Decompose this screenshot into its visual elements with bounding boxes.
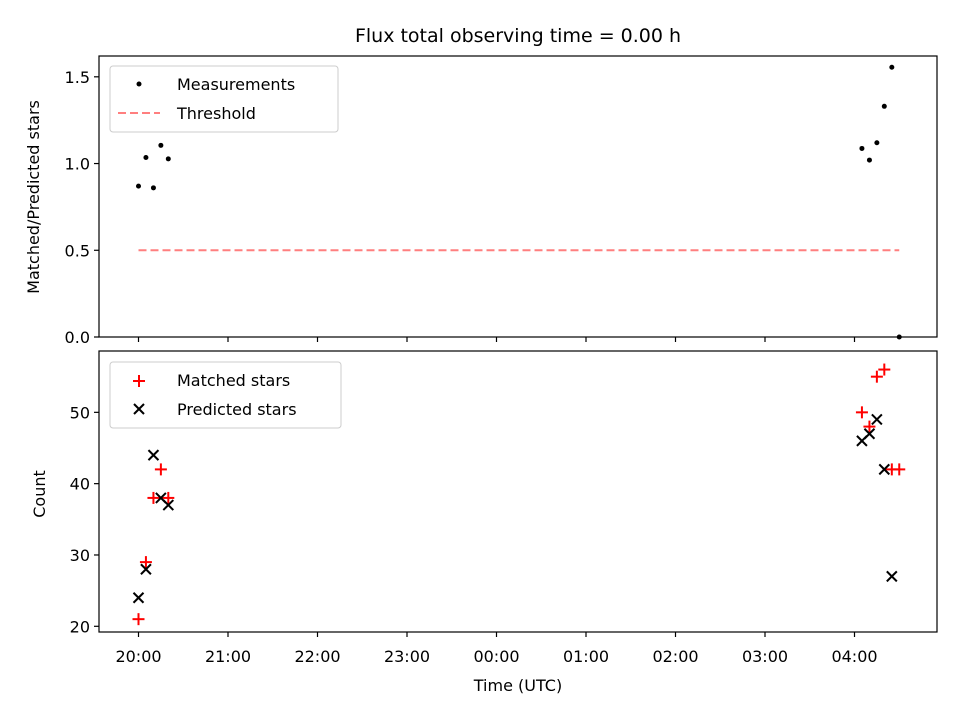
x-tick-label-8: 04:00 bbox=[831, 647, 877, 666]
measurement-point-2 bbox=[150, 185, 156, 191]
matched-star-point-2 bbox=[147, 491, 160, 504]
top-axes-frame bbox=[98, 55, 938, 338]
y-tick-label-0-0: 0.0 bbox=[65, 328, 90, 347]
legend-matched-marker bbox=[133, 375, 145, 387]
legend-threshold-label: Threshold bbox=[176, 104, 256, 123]
measurement-point-7 bbox=[874, 140, 880, 146]
bottom-plot-area: 20 30 40 50 20:00 21:00 22:00 23:00 00:00 01:00 02… bbox=[70, 363, 906, 666]
bottom-y-axis-label: Count bbox=[30, 470, 49, 518]
x-axis-label: Time (UTC) bbox=[473, 676, 562, 695]
matched-star-point-6 bbox=[863, 420, 876, 433]
measurement-point-9 bbox=[889, 64, 895, 70]
bottom-axes-frame bbox=[98, 350, 938, 633]
legend-predicted-marker bbox=[133, 403, 145, 415]
predicted-star-point-8 bbox=[878, 463, 891, 476]
legend-matched-label: Matched stars bbox=[177, 371, 290, 390]
matched-star-point-1 bbox=[139, 556, 152, 569]
x-tick-label-4: 00:00 bbox=[473, 647, 519, 666]
predicted-star-point-6 bbox=[863, 428, 876, 440]
y-tick-label-0-2: 1.0 bbox=[65, 155, 90, 174]
y-tick-label-1-2: 40 bbox=[70, 475, 90, 494]
x-tick-label-2: 22:00 bbox=[294, 647, 340, 666]
top-legend-box bbox=[109, 65, 339, 133]
x-tick-label-1: 21:00 bbox=[205, 647, 251, 666]
measurement-point-0 bbox=[136, 183, 141, 189]
predicted-star-point-2 bbox=[147, 449, 160, 461]
matched-star-point-3 bbox=[154, 463, 167, 476]
x-tick-label-6: 02:00 bbox=[652, 647, 698, 666]
y-tick-label-1-3: 50 bbox=[70, 403, 90, 422]
matched-star-point-10 bbox=[893, 463, 906, 476]
predicted-star-point-4 bbox=[162, 499, 175, 511]
y-tick-label-1-1: 30 bbox=[70, 546, 90, 565]
top-y-axis-label: Matched/Predicted stars bbox=[24, 100, 43, 294]
measurement-point-3 bbox=[158, 142, 164, 148]
y-tick-label-0-1: 0.5 bbox=[65, 241, 90, 260]
top-plot-area: 0.0 0.5 1.0 1.5 bbox=[65, 64, 902, 347]
y-tick-label-1-0: 20 bbox=[70, 617, 90, 636]
y-tick-label-0-3: 1.5 bbox=[65, 68, 90, 87]
matched-star-point-0 bbox=[132, 613, 145, 626]
top-legend: Measurements Threshold bbox=[109, 65, 339, 133]
legend-measurements-marker bbox=[136, 81, 142, 87]
predicted-star-point-7 bbox=[871, 413, 883, 426]
top-panel: Flux total observing time = 0.00 h Match… bbox=[24, 25, 938, 347]
measurement-point-5 bbox=[859, 145, 865, 151]
matched-star-point-7 bbox=[870, 370, 883, 383]
predicted-star-point-0 bbox=[132, 592, 145, 604]
x-tick-label-7: 03:00 bbox=[742, 647, 788, 666]
measurement-point-4 bbox=[165, 156, 171, 162]
measurement-point-1 bbox=[143, 154, 149, 160]
matched-star-point-8 bbox=[878, 363, 891, 376]
matched-star-point-5 bbox=[855, 406, 868, 419]
bottom-legend-box bbox=[109, 361, 342, 429]
matched-star-point-4 bbox=[162, 491, 175, 504]
bottom-legend: Matched stars Predicted stars bbox=[109, 361, 342, 429]
x-tick-label-0: 20:00 bbox=[115, 647, 161, 666]
legend-predicted-label: Predicted stars bbox=[177, 400, 297, 419]
measurement-point-6 bbox=[866, 157, 872, 163]
predicted-star-point-1 bbox=[140, 563, 152, 575]
bottom-panel: Count Time (UTC) 20 30 40 50 20:00 21:00 22:00… bbox=[30, 350, 938, 695]
measurement-point-8 bbox=[881, 103, 887, 109]
legend-measurements-label: Measurements bbox=[177, 75, 295, 94]
x-tick-label-3: 23:00 bbox=[384, 647, 430, 666]
x-tick-label-5: 01:00 bbox=[563, 647, 609, 666]
chart-title: Flux total observing time = 0.00 h bbox=[355, 25, 681, 47]
predicted-star-point-9 bbox=[886, 570, 898, 583]
